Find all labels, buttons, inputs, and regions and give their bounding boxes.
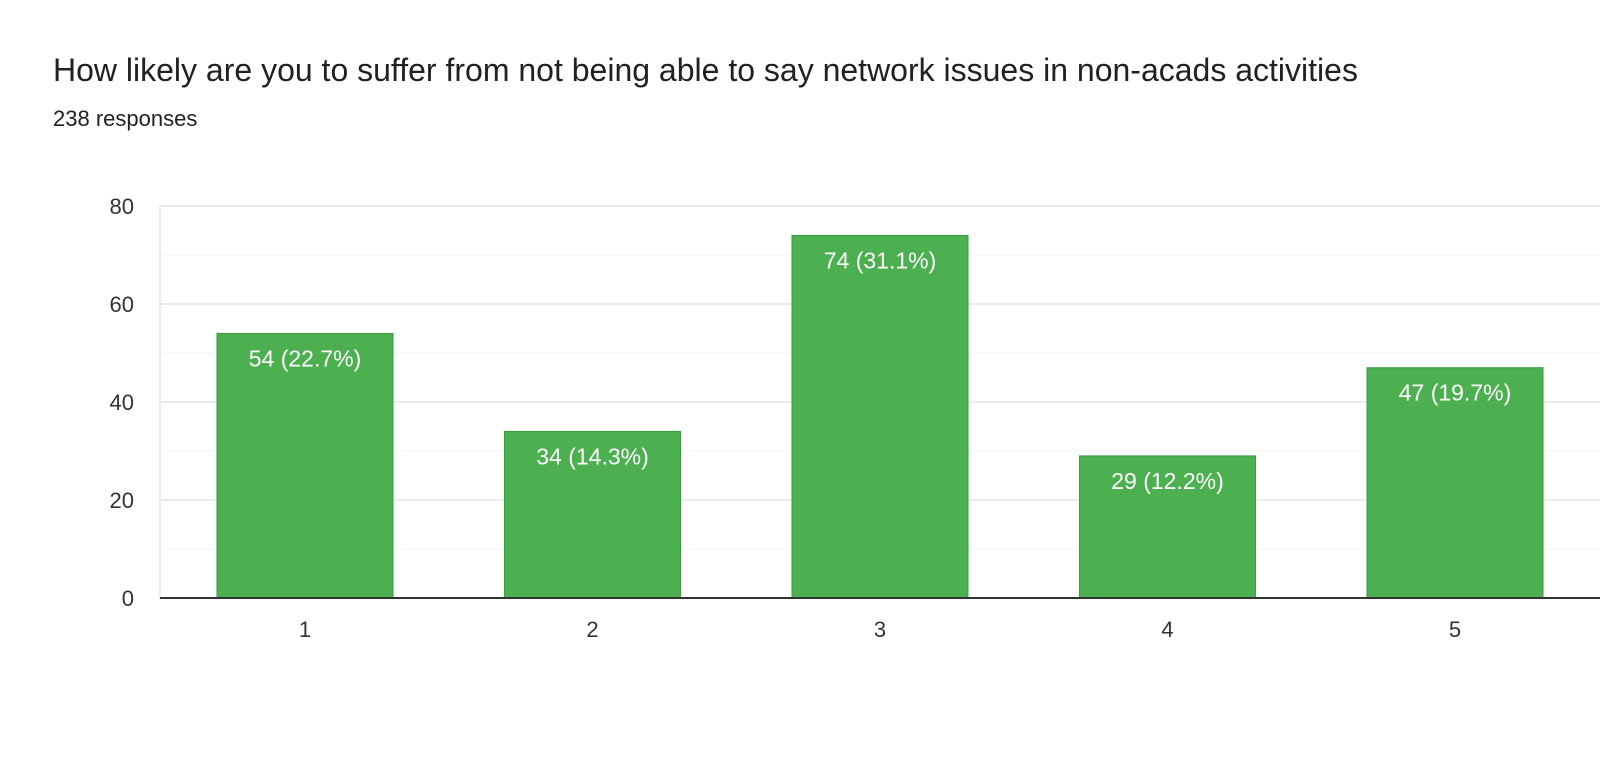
x-tick-label: 3 — [874, 617, 886, 642]
y-tick-label: 0 — [122, 586, 134, 611]
chart-title: How likely are you to suffer from not be… — [53, 52, 1358, 88]
bar-5 — [1366, 367, 1544, 599]
x-tick-label: 4 — [1161, 617, 1173, 642]
bar-4 — [1079, 455, 1256, 599]
y-tick-label: 60 — [110, 292, 134, 317]
y-tick-label: 40 — [110, 390, 134, 415]
y-tick-label: 80 — [110, 194, 134, 219]
bar-data-label: 74 (31.1%) — [824, 247, 937, 273]
bar-data-label: 47 (19.7%) — [1399, 380, 1512, 406]
x-tick-label: 1 — [299, 617, 311, 642]
bar-1 — [216, 332, 394, 599]
bar-2 — [504, 430, 681, 599]
bar-3 — [791, 234, 969, 599]
response-count: 238 responses — [53, 106, 198, 131]
y-tick-label: 20 — [110, 488, 134, 513]
bar-data-label: 54 (22.7%) — [249, 345, 362, 371]
x-tick-label: 2 — [586, 617, 598, 642]
bar-data-label: 29 (12.2%) — [1111, 468, 1224, 494]
bar-data-label: 34 (14.3%) — [536, 443, 649, 469]
x-tick-label: 5 — [1449, 617, 1461, 642]
